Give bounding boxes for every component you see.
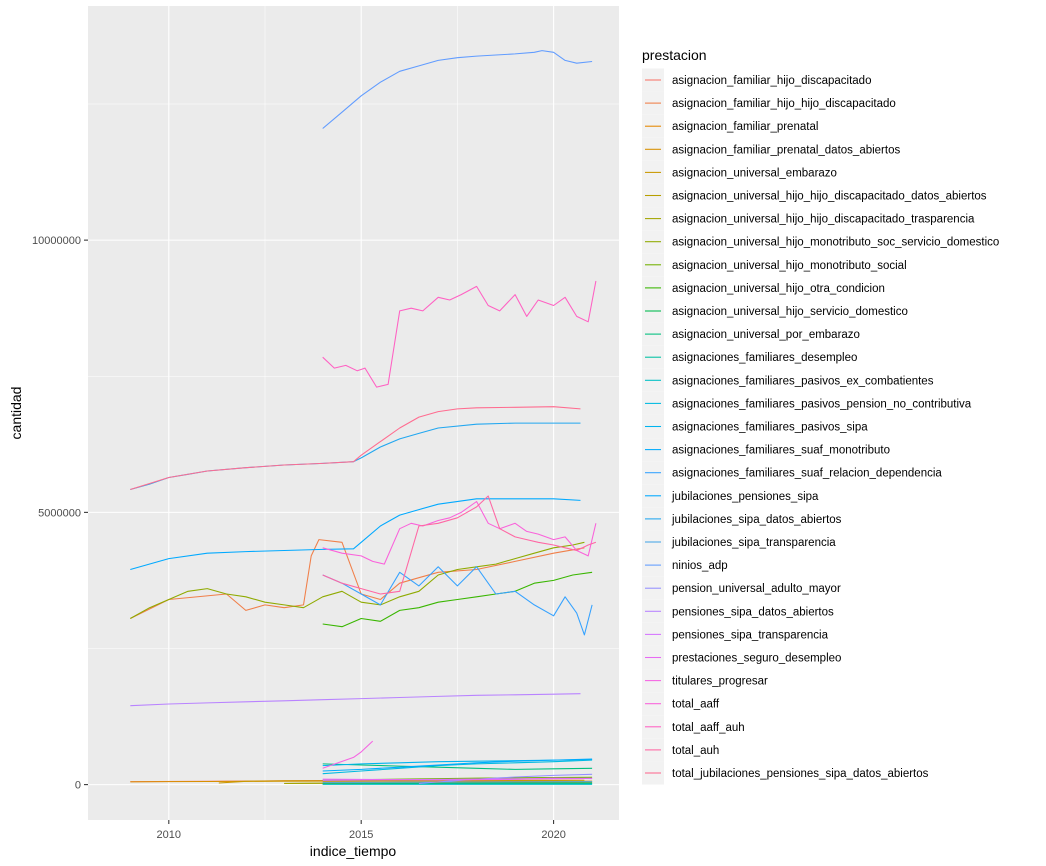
series-line-asignacion_familiar_hijo_hijo_discapacitado [130,539,585,619]
legend-label: asignacion_universal_hijo_otra_condicion [672,283,885,295]
legend-label: asignacion_universal_embarazo [672,167,837,179]
y-tick-label: 5000000 [38,507,81,519]
series-line-total_aaff [322,500,597,565]
legend-label: total_jubilaciones_pensiones_sipa_datos_… [672,768,929,780]
legend-label: pension_universal_adulto_mayor [672,583,841,595]
series-line-ninios_adp [322,50,593,129]
series-line-prestaciones_seguro_desempleo [322,777,593,781]
legend-label: asignacion_familiar_prenatal_datos_abier… [672,144,900,156]
legend-label: ninios_adp [672,560,728,572]
legend-label: asignaciones_familiares_suaf_relacion_de… [672,468,942,480]
series-line-asignaciones_familiares_pasivos_pension_no_contributiva [322,759,593,775]
series-line-asignaciones_familiares_suaf_monotributo [322,758,593,772]
y-axis-title: cantidad [8,387,24,440]
legend-label: asignacion_universal_hijo_hijo_discapaci… [672,214,975,226]
legend-label: asignacion_universal_hijo_hijo_discapaci… [672,191,987,203]
series-line-asignacion_universal_hijo_monotributo_soc_servicio_domestico [130,541,585,619]
legend-label: asignaciones_familiares_pasivos_pension_… [672,398,972,410]
x-tick-label: 2020 [541,829,565,841]
grid-lines [88,6,619,820]
series-line-jubilaciones_sipa_transparencia [322,781,593,783]
legend-label: asignacion_universal_hijo_monotributo_so… [672,237,999,249]
legend-label: titulares_progresar [672,676,768,688]
legend-label: asignacion_familiar_hijo_hijo_discapacit… [672,98,896,110]
series-line-total_jubilaciones_pensiones_sipa_datos_abiertos [130,406,581,491]
legend-title: prestacion [642,47,707,63]
y-tick-label: 0 [75,780,81,792]
legend-label: asignacion_familiar_prenatal [672,121,818,133]
x-axis-title: indice_tiempo [310,843,397,859]
legend-label: total_auh [672,745,719,757]
legend-label: asignacion_universal_hijo_monotributo_so… [672,260,907,272]
legend-label: prestaciones_seguro_desempleo [672,653,841,665]
series-line-asignacion_universal_hijo_otra_condicion [322,571,593,628]
legend-label: total_aaff_auh [672,722,745,734]
x-tick-label: 2010 [157,829,181,841]
series-line-titulares_progresar [322,740,374,769]
legend-label: asignacion_universal_hijo_servicio_domes… [672,306,908,318]
legend-label: asignaciones_familiares_pasivos_sipa [672,422,868,434]
series-line-jubilaciones_pensiones_sipa [130,498,581,571]
series-line-total_auh [322,495,597,595]
legend-label: asignacion_universal_por_embarazo [672,329,860,341]
series-line-asignacion_universal_embarazo [218,779,585,784]
legend-label: asignaciones_familiares_desempleo [672,352,857,364]
legend-label: pensiones_sipa_datos_abiertos [672,606,834,618]
series-line-pension_universal_adulto_mayor [418,773,593,785]
legend-label: jubilaciones_sipa_datos_abiertos [671,514,842,526]
legend-label: asignaciones_familiares_suaf_monotributo [672,445,890,457]
legend-label: asignaciones_familiares_pasivos_ex_comba… [672,375,934,387]
y-tick-label: 10000000 [32,235,81,247]
legend-label: pensiones_sipa_transparencia [672,629,829,641]
x-tick-label: 2015 [349,829,373,841]
legend: prestacion asignacion_familiar_hijo_disc… [642,47,999,785]
axes: 2010 2015 2020 0 5000000 10000000 [32,235,566,841]
legend-label: asignacion_familiar_hijo_discapacitado [672,75,871,87]
series-line-total_aaff_auh [322,280,597,388]
series-line-pensiones_sipa_datos_abiertos [130,693,581,707]
plot-panel [88,6,619,820]
legend-label: jubilaciones_pensiones_sipa [671,491,819,503]
series-line-asignaciones_familiares_suaf_relacion_dependencia [322,566,593,636]
series-lines [130,50,597,785]
series-line-asignacion_universal_por_embarazo [322,763,593,770]
legend-label: jubilaciones_sipa_transparencia [671,537,836,549]
legend-label: total_aaff [672,699,720,711]
